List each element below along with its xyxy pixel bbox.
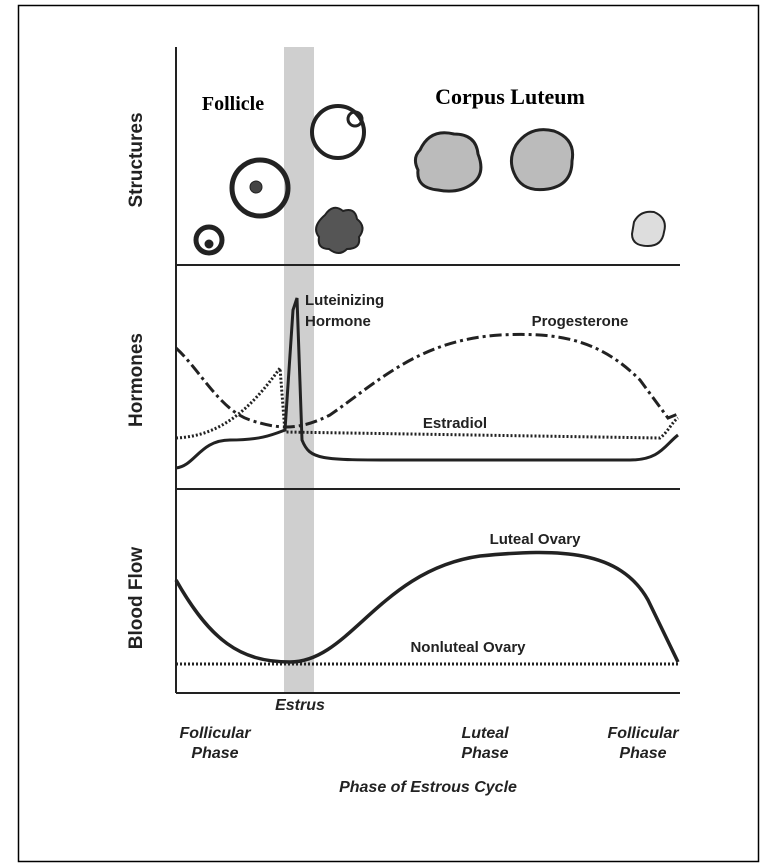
progesterone-curve [174,332,679,429]
phase-label: Phase [619,745,666,762]
phase-label: Follicular [179,725,251,742]
phase-label: Luteal [461,725,509,742]
lh-label: Hormone [305,313,371,330]
section-label: Blood Flow [126,547,147,650]
axes [175,47,680,694]
estrus-label: Estrus [275,697,325,714]
x-axis-title: Phase of Estrous Cycle [339,779,517,796]
frame [17,4,760,863]
section-label: Structures [126,112,147,207]
phase-label: Phase [461,745,508,762]
nonluteal-ovary-label: Nonluteal Ovary [410,639,526,656]
phase-label: Phase [191,745,238,762]
progesterone-label: Progesterone [532,313,629,330]
follicle-label: Follicle [202,93,264,115]
section-label: Hormones [126,333,147,427]
phase-label: Follicular [607,725,679,742]
structure-icons [193,104,666,256]
luteal-curve [174,550,680,664]
lh-curve [175,297,679,470]
estradiol-label: Estradiol [423,415,487,432]
corpus-luteum-label: Corpus Luteum [435,84,585,109]
luteal-ovary-label: Luteal Ovary [490,531,582,548]
lh-label: Luteinizing [305,292,384,309]
